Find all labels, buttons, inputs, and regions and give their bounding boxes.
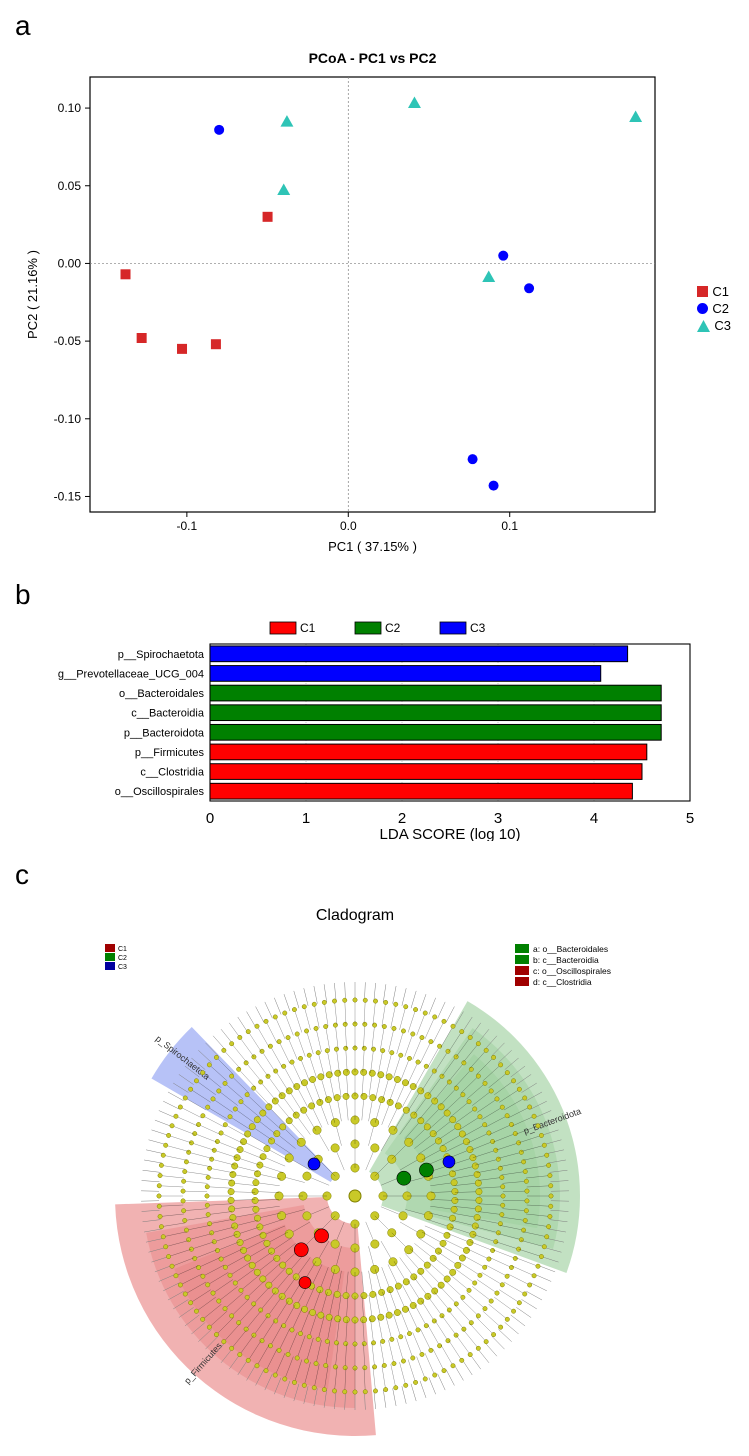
svg-text:PC2 ( 21.16% ): PC2 ( 21.16% )	[25, 250, 40, 339]
svg-text:0.10: 0.10	[58, 101, 82, 115]
svg-text:C3: C3	[118, 964, 127, 971]
svg-text:c__Clostridia: c__Clostridia	[140, 767, 204, 779]
svg-text:4: 4	[590, 810, 598, 827]
svg-text:0.00: 0.00	[58, 256, 82, 270]
svg-text:C1: C1	[300, 621, 316, 635]
svg-text:-0.05: -0.05	[54, 334, 82, 348]
svg-text:b: c__Bacteroidia: b: c__Bacteroidia	[533, 955, 599, 965]
svg-text:LDA SCORE (log 10): LDA SCORE (log 10)	[380, 826, 521, 841]
svg-text:3: 3	[494, 810, 502, 827]
cladogram-svg: Cladogramp_Bacteroidotap_Firmicutesp_Spi…	[15, 896, 715, 1436]
svg-text:p__Spirochaetota: p__Spirochaetota	[118, 649, 205, 661]
svg-text:d: c__Clostridia: d: c__Clostridia	[533, 977, 592, 987]
pcoa-chart: -0.1 0.0 0.1 -0.15 -0.10 -0.05 0.00 0.05 0.10 PCo…	[15, 47, 729, 557]
svg-text:5: 5	[686, 810, 694, 827]
legend-item: C1	[697, 284, 731, 299]
svg-text:PCoA - PC1 vs PC2: PCoA - PC1 vs PC2	[309, 50, 437, 66]
svg-text:0.0: 0.0	[340, 519, 357, 533]
pcoa-legend: C1 C2 C3	[697, 282, 731, 335]
svg-text:0: 0	[206, 810, 214, 827]
lda-chart: 0 1 2 3 4 5 p__Spirochaetota g__Prevotellaceae_…	[15, 616, 729, 841]
svg-text:a: o__Bacteroidales: a: o__Bacteroidales	[533, 944, 608, 954]
svg-text:g__Prevotellaceae_UCG_004: g__Prevotellaceae_UCG_004	[58, 668, 204, 680]
svg-text:c: o__Oscillospirales: c: o__Oscillospirales	[533, 966, 611, 976]
panel-c-label: c	[15, 859, 729, 891]
svg-text:C1: C1	[118, 946, 127, 953]
svg-text:2: 2	[398, 810, 406, 827]
svg-text:C3: C3	[470, 621, 486, 635]
svg-text:p__Bacteroidota: p__Bacteroidota	[124, 727, 205, 739]
svg-text:p__Firmicutes: p__Firmicutes	[135, 747, 205, 759]
svg-text:0.05: 0.05	[58, 179, 82, 193]
svg-text:o__Oscillospirales: o__Oscillospirales	[115, 786, 205, 798]
svg-text:-0.15: -0.15	[54, 489, 82, 503]
svg-text:o__Bacteroidales: o__Bacteroidales	[119, 688, 205, 700]
svg-text:C2: C2	[118, 955, 127, 962]
legend-item: C3	[697, 318, 731, 333]
svg-text:1: 1	[302, 810, 310, 827]
panel-b-label: b	[15, 579, 729, 611]
svg-text:PC1 ( 37.15% ): PC1 ( 37.15% )	[328, 539, 417, 554]
cladogram-chart: Cladogramp_Bacteroidotap_Firmicutesp_Spi…	[15, 896, 729, 1436]
svg-text:-0.1: -0.1	[177, 519, 198, 533]
legend-item: C2	[697, 301, 731, 316]
svg-text:C2: C2	[385, 621, 401, 635]
pcoa-svg: -0.1 0.0 0.1 -0.15 -0.10 -0.05 0.00 0.05 0.10 PCo…	[15, 47, 715, 557]
lda-svg: 0 1 2 3 4 5 p__Spirochaetota g__Prevotellaceae_…	[15, 616, 715, 841]
svg-text:c__Bacteroidia: c__Bacteroidia	[131, 708, 205, 720]
svg-text:0.1: 0.1	[501, 519, 518, 533]
svg-text:Cladogram: Cladogram	[316, 907, 394, 924]
panel-a-label: a	[15, 10, 729, 42]
svg-text:-0.10: -0.10	[54, 412, 82, 426]
